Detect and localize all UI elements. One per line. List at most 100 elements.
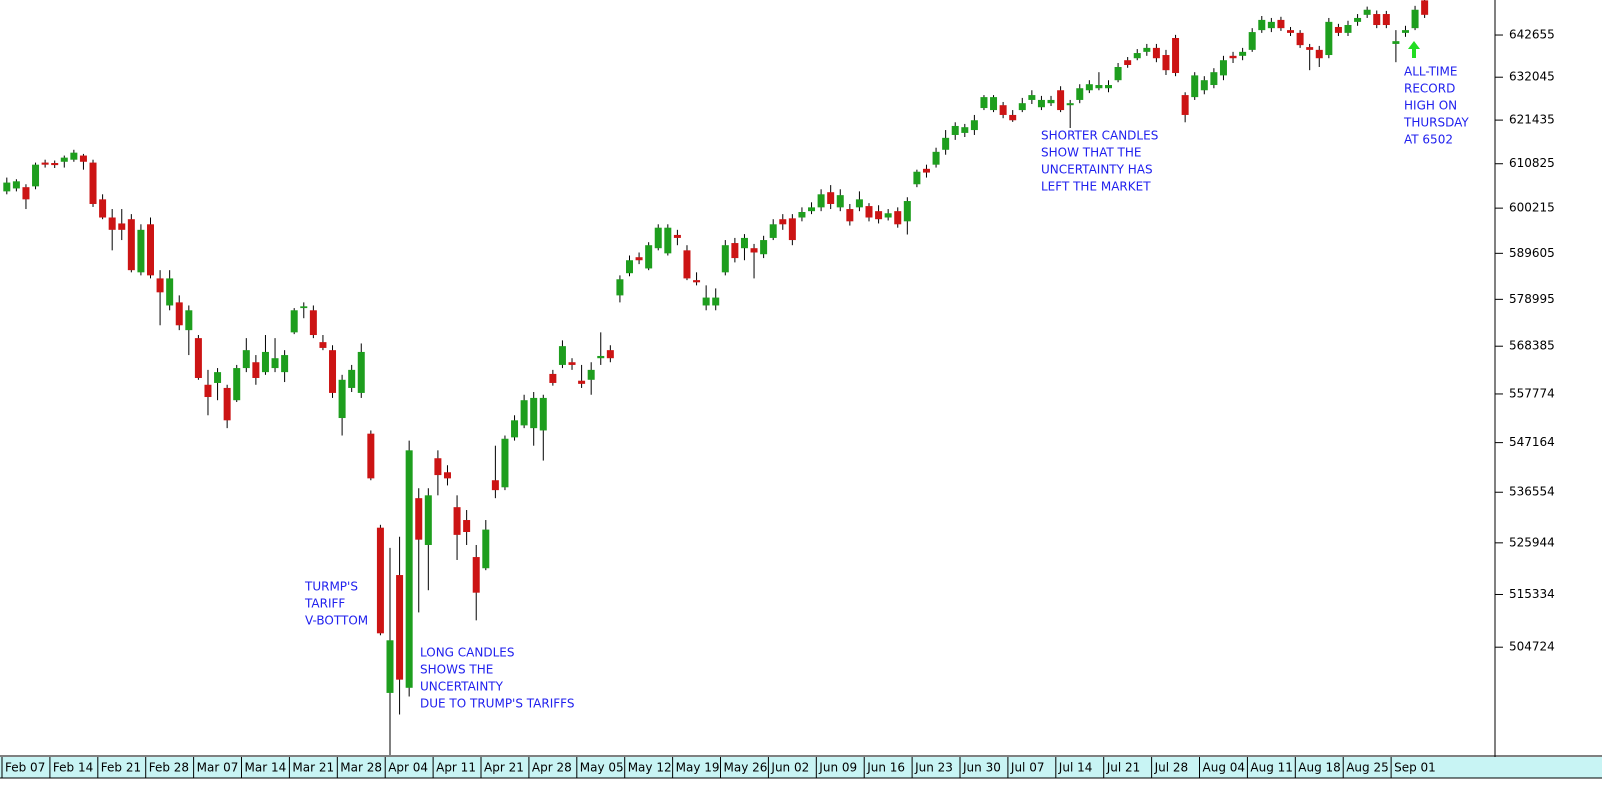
candle-body xyxy=(511,420,519,438)
candle-body xyxy=(827,192,835,204)
x-axis-band xyxy=(0,757,1602,778)
candle-body xyxy=(1095,85,1103,89)
candle-body xyxy=(99,199,107,218)
x-tick-label: Aug 11 xyxy=(1250,761,1293,775)
candle-body xyxy=(396,575,404,680)
candle-body xyxy=(386,640,394,693)
annotation-text: SHOW THAT THE xyxy=(1041,146,1141,160)
annotation-text: RECORD xyxy=(1404,82,1455,96)
candle-body xyxy=(319,342,327,348)
candle-body xyxy=(750,248,758,253)
candle-body xyxy=(961,127,969,133)
candle-body xyxy=(1085,84,1093,91)
candle-body xyxy=(443,472,451,479)
candle-body xyxy=(32,164,40,187)
candle-body xyxy=(884,213,892,218)
candle-body xyxy=(1229,55,1237,59)
candle-body xyxy=(606,350,614,359)
candle-body xyxy=(673,234,681,238)
candle-body xyxy=(903,201,911,222)
x-tick-label: Apr 04 xyxy=(388,761,428,775)
x-tick-label: Jun 16 xyxy=(866,761,905,775)
candle-body xyxy=(798,212,806,218)
candle-body xyxy=(60,157,68,162)
y-tick-label: 504724 xyxy=(1509,640,1555,654)
candle-body xyxy=(539,397,547,431)
candle-body xyxy=(1411,9,1419,29)
x-tick-label: Aug 25 xyxy=(1346,761,1389,775)
candle-body xyxy=(1248,32,1256,50)
x-tick-label: Apr 28 xyxy=(532,761,572,775)
candle-body xyxy=(1258,19,1266,31)
candle-body xyxy=(664,227,672,254)
x-tick-label: Mar 07 xyxy=(197,761,239,775)
y-tick-label: 525944 xyxy=(1509,535,1555,549)
y-tick-label: 589605 xyxy=(1509,246,1555,260)
candle-body xyxy=(108,217,116,230)
candle-body xyxy=(424,495,432,545)
candle-body xyxy=(1325,21,1333,56)
x-tick-label: Jul 28 xyxy=(1154,761,1189,775)
y-tick-label: 536554 xyxy=(1509,485,1555,499)
x-tick-label: Feb 14 xyxy=(53,761,93,775)
candle-body xyxy=(1219,60,1227,76)
candle-body xyxy=(1172,38,1180,73)
candle-body xyxy=(951,125,959,135)
annotation-text: LEFT THE MARKET xyxy=(1041,180,1151,194)
candle-body xyxy=(501,438,509,488)
candle-body xyxy=(1267,21,1275,29)
candle-body xyxy=(731,243,739,259)
x-tick-label: Feb 07 xyxy=(5,761,45,775)
candle-body xyxy=(808,207,816,212)
candle-body xyxy=(156,278,164,293)
annotation-text: HIGH ON xyxy=(1404,99,1457,113)
candle-body xyxy=(367,433,375,479)
x-tick-label: May 05 xyxy=(580,761,624,775)
x-tick-label: Aug 18 xyxy=(1298,761,1341,775)
candle-body xyxy=(1277,19,1285,29)
candle-body xyxy=(166,278,174,306)
candle-body xyxy=(338,379,346,419)
candle-body xyxy=(1334,26,1342,33)
candle-body xyxy=(645,245,653,269)
candle-body xyxy=(41,162,49,165)
candle-body xyxy=(1143,47,1151,52)
candle-body xyxy=(855,199,863,208)
candle-body xyxy=(89,162,97,204)
annotation-text: UNCERTAINTY HAS xyxy=(1041,163,1153,177)
annotation-text: DUE TO TRUMP'S TARIFFS xyxy=(420,697,574,711)
candle-body xyxy=(970,120,978,131)
candle-body xyxy=(12,181,20,189)
candle-body xyxy=(999,105,1007,115)
candle-body xyxy=(913,171,921,185)
candle-body xyxy=(1363,9,1371,15)
candle-body xyxy=(1152,47,1160,59)
candle-body xyxy=(721,245,729,273)
candle-body xyxy=(520,400,528,426)
x-tick-label: Jul 21 xyxy=(1106,761,1141,775)
annotation-text: TURMP'S xyxy=(304,580,358,594)
candle-body xyxy=(846,209,854,222)
candle-body xyxy=(1392,41,1400,44)
candle-body xyxy=(472,557,480,593)
candle-body xyxy=(922,168,930,173)
candle-body xyxy=(214,372,222,383)
candle-body xyxy=(1306,47,1314,50)
candle-body xyxy=(242,350,250,369)
x-tick-label: Jun 09 xyxy=(818,761,857,775)
annotation-text: V-BOTTOM xyxy=(305,614,368,628)
candle-body xyxy=(1162,55,1170,71)
candle-body xyxy=(578,380,586,384)
candle-body xyxy=(1296,32,1304,46)
candle-body xyxy=(875,211,883,220)
candle-body xyxy=(1009,114,1017,121)
candle-body xyxy=(309,310,317,336)
candle-body xyxy=(1057,90,1065,111)
x-tick-label: Feb 28 xyxy=(149,761,189,775)
x-tick-label: Sep 01 xyxy=(1394,761,1436,775)
y-tick-label: 568385 xyxy=(1509,339,1555,353)
x-tick-label: Aug 04 xyxy=(1203,761,1246,775)
